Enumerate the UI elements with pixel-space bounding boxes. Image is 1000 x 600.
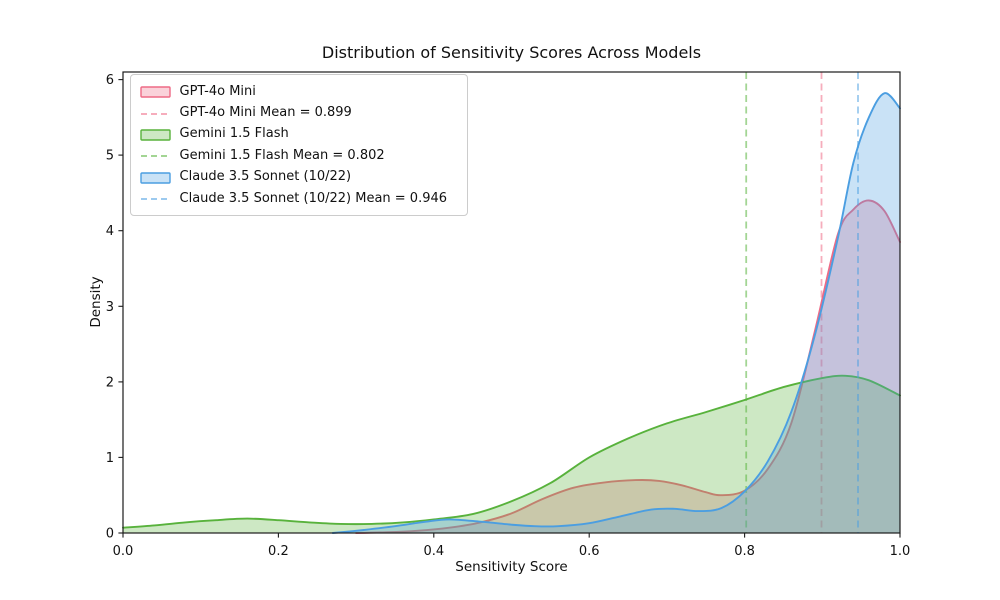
y-axis-label: Density — [88, 276, 104, 328]
legend-patch-icon — [139, 127, 171, 141]
y-tick-label: 0 — [106, 527, 114, 542]
legend-item-gpt-4o-mini: GPT-4o Mini — [139, 81, 458, 102]
legend-patch-icon — [139, 170, 171, 184]
legend-label: Claude 3.5 Sonnet (10/22) Mean = 0.946 — [179, 190, 448, 206]
legend-label: Gemini 1.5 Flash — [179, 126, 289, 142]
kde-fill-gemini-1-5-flash — [123, 375, 900, 533]
legend-patch-icon — [139, 84, 171, 98]
x-tick-label: 0.0 — [113, 544, 134, 559]
y-tick-label: 3 — [106, 300, 114, 315]
chart-title: Distribution of Sensitivity Scores Acros… — [321, 43, 702, 62]
legend-label: GPT-4o Mini — [179, 83, 256, 99]
kde-line-claude-3-5-sonnet-10-22 — [331, 92, 901, 534]
legend-item-gpt-4o-mini-mean: GPT-4o Mini Mean = 0.899 — [140, 102, 458, 123]
x-tick-label: 0.8 — [734, 544, 755, 559]
y-tick-label: 1 — [106, 451, 114, 466]
legend-item-gemini-1-5-flash-mean: Gemini 1.5 Flash Mean = 0.802 — [140, 145, 458, 166]
legend-item-gemini-1-5-flash: Gemini 1.5 Flash — [139, 123, 458, 144]
kde-fill-gpt-4o-mini — [356, 200, 901, 533]
y-tick-label: 2 — [106, 375, 114, 390]
kde-fill-claude-3-5-sonnet-10-22 — [332, 93, 900, 533]
legend-label: Claude 3.5 Sonnet (10/22) — [179, 169, 352, 185]
legend-item-claude-3-5-sonnet-10-22-mean: Claude 3.5 Sonnet (10/22) Mean = 0.946 — [140, 187, 458, 208]
legend-dash-icon — [140, 191, 171, 205]
y-tick-label: 5 — [106, 149, 114, 164]
legend-dash-icon — [140, 148, 171, 162]
x-tick-label: 0.2 — [268, 544, 289, 559]
legend-label: Gemini 1.5 Flash Mean = 0.802 — [179, 147, 385, 163]
x-tick-label: 1.0 — [890, 544, 911, 559]
legend-dash-icon — [140, 106, 171, 120]
legend-item-claude-3-5-sonnet-10-22: Claude 3.5 Sonnet (10/22) — [139, 166, 458, 187]
x-tick-label: 0.6 — [579, 544, 600, 559]
plot-frame — [122, 71, 901, 534]
y-tick-label: 4 — [106, 224, 114, 239]
kde-line-gemini-1-5-flash — [122, 374, 901, 529]
legend: GPT-4o Mini GPT-4o Mini Mean = 0.899 Gemin… — [129, 73, 468, 216]
x-axis-label: Sensitivity Score — [455, 559, 568, 575]
x-tick-label: 0.4 — [423, 544, 444, 559]
legend-label: GPT-4o Mini Mean = 0.899 — [179, 105, 352, 121]
y-tick-label: 6 — [106, 73, 114, 88]
